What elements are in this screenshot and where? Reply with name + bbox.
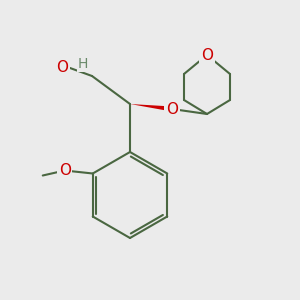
Text: O: O	[201, 47, 213, 62]
Polygon shape	[130, 104, 172, 112]
Text: H: H	[78, 57, 88, 71]
Text: O: O	[59, 163, 71, 178]
Text: O: O	[166, 101, 178, 116]
Text: O: O	[56, 61, 68, 76]
